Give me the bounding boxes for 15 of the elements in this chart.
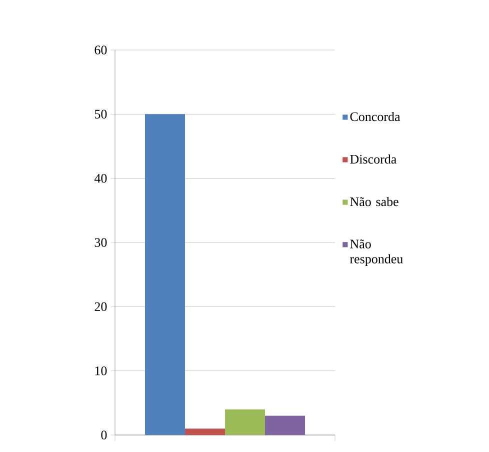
legend-label: Não respondeu — [350, 240, 403, 266]
y-tick-label: 50 — [94, 110, 107, 119]
bar — [145, 114, 185, 435]
bar — [185, 428, 225, 435]
legend-label: Discorda — [350, 154, 396, 164]
y-tick-label: 60 — [94, 46, 107, 54]
bar — [225, 409, 266, 435]
y-tick-label: 20 — [94, 302, 107, 312]
y-tick-label: 0 — [101, 430, 107, 440]
legend-label: Concorda — [350, 112, 400, 122]
y-tick-label: 30 — [94, 238, 107, 247]
legend-label: Não sabe — [350, 196, 398, 206]
bar — [265, 416, 306, 435]
y-tick-label: 10 — [95, 366, 107, 376]
y-tick-label: 40 — [94, 174, 107, 183]
